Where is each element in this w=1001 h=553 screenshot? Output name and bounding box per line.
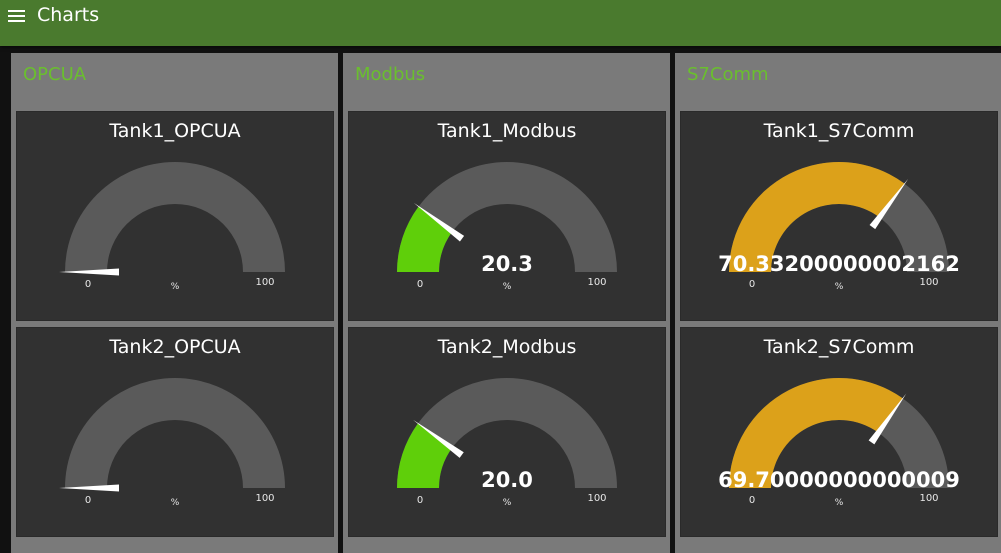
gauge-needle: [59, 484, 119, 492]
gauge-card-tank2-modbus: Tank2_Modbus 20.0 0% 100: [348, 327, 666, 537]
gauge-card-tank1-s7comm: Tank1_S7Comm 70.33200000002162 0% 100: [680, 111, 998, 321]
gauge-max-label: 100: [919, 493, 939, 504]
gauge-chart: [59, 378, 285, 492]
gauge-min-label: 0: [84, 279, 92, 290]
gauge-track: [65, 162, 285, 272]
gauge-min-label: 0: [416, 279, 424, 290]
gauge-max-label: 100: [919, 277, 939, 288]
gauge-value: 69.70000000000009: [718, 468, 960, 492]
gauge-unit-label: %: [170, 282, 180, 292]
gauge-unit-label: %: [502, 498, 512, 508]
gauge-track: [397, 162, 617, 272]
gauge-unit-label: %: [834, 498, 844, 508]
gauge-fill: [729, 378, 903, 488]
gauge-needle: [868, 393, 907, 445]
gauge-title: Tank2_OPCUA: [109, 336, 241, 358]
group-s7comm: S7Comm Tank1_S7Comm 70.33200000002162 0% 100…: [675, 53, 1001, 553]
gauge-title: Tank1_S7Comm: [763, 120, 915, 142]
gauge-chart: [59, 162, 285, 276]
gauge-value: 20.0: [481, 468, 533, 492]
gauge-unit-label: %: [502, 282, 512, 292]
group-opcua: OPCUA Tank1_OPCUA 0% 100 Tank2_OPCUA 0% 100: [11, 53, 338, 553]
gauge-chart: [397, 378, 617, 488]
gauge-max-label: 100: [255, 493, 275, 504]
gauge-title: Tank1_OPCUA: [109, 120, 241, 142]
gauge-needle: [413, 202, 465, 242]
gauge-chart: [397, 162, 617, 272]
gauge-card-tank1-modbus: Tank1_Modbus 20.3 0% 100: [348, 111, 666, 321]
gauge-track: [397, 378, 617, 488]
gauge-value: 20.3: [481, 252, 533, 276]
gauge-fill: [729, 162, 905, 272]
gauge-title: Tank2_S7Comm: [763, 336, 915, 358]
gauge-title: Tank1_Modbus: [437, 120, 577, 142]
gauge-min-label: 0: [748, 279, 756, 290]
gauge-needle: [413, 419, 464, 458]
group-modbus: Modbus Tank1_Modbus 20.3 0% 100 Tank2_Modbus 2…: [343, 53, 670, 553]
gauge-title: Tank2_Modbus: [437, 336, 577, 358]
gauge-chart: [729, 162, 949, 272]
group-title: S7Comm: [687, 64, 769, 85]
gauge-min-label: 0: [84, 495, 92, 506]
page-title: Charts: [37, 4, 100, 26]
gauge-track: [65, 378, 285, 488]
gauge-max-label: 100: [587, 277, 607, 288]
gauge-max-label: 100: [255, 277, 275, 288]
group-title: Modbus: [355, 64, 426, 85]
group-title: OPCUA: [23, 64, 87, 85]
gauge-needle: [869, 178, 909, 230]
gauge-max-label: 100: [587, 493, 607, 504]
gauge-value: 70.33200000002162: [718, 252, 960, 276]
gauge-unit-label: %: [834, 282, 844, 292]
gauge-min-label: 0: [416, 495, 424, 506]
gauge-chart: [729, 378, 949, 488]
hamburger-menu-icon[interactable]: [7, 8, 27, 24]
top-toolbar: Charts: [0, 0, 1001, 46]
gauge-card-tank1-opcua: Tank1_OPCUA 0% 100: [16, 111, 334, 321]
gauge-min-label: 0: [748, 495, 756, 506]
gauge-unit-label: %: [170, 498, 180, 508]
gauge-card-tank2-opcua: Tank2_OPCUA 0% 100: [16, 327, 334, 537]
gauge-card-tank2-s7comm: Tank2_S7Comm 69.70000000000009 0% 100: [680, 327, 998, 537]
gauge-needle: [59, 268, 119, 276]
